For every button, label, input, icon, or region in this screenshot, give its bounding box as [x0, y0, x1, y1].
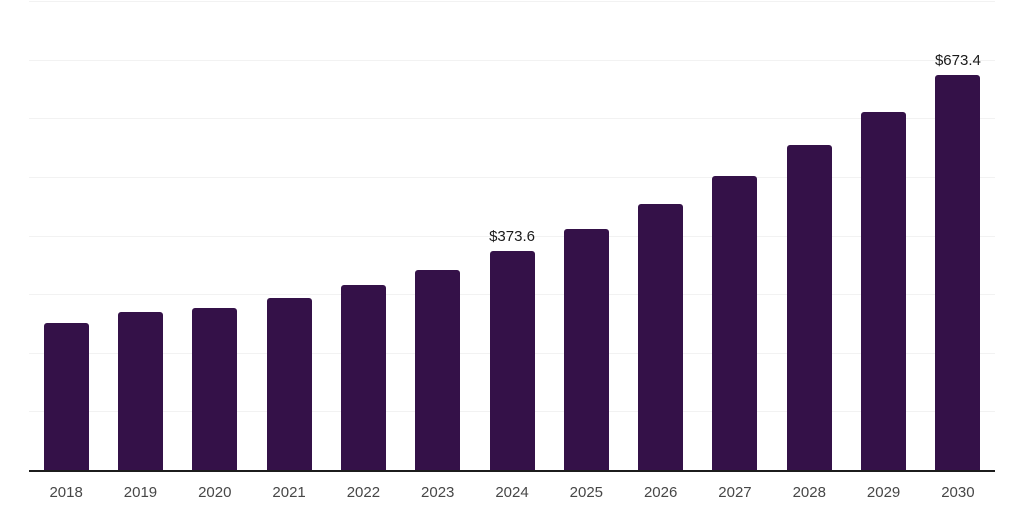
gridline-800	[29, 1, 995, 2]
bar-column-2024: $373.6	[475, 1, 549, 470]
bar-2029	[861, 112, 907, 470]
gridline-400	[29, 235, 995, 237]
x-axis-line	[29, 470, 995, 472]
x-tick-2024: 2024	[495, 484, 529, 501]
bar-column-2025	[549, 1, 623, 470]
bar-column-2030: $673.4	[921, 1, 995, 470]
x-tick-2026: 2026	[643, 484, 678, 501]
data-label-2024: $373.6	[489, 227, 535, 245]
x-tick-2025: 2025	[569, 484, 604, 501]
gridline-500	[29, 176, 995, 178]
x-tick-2021: 2021	[272, 484, 306, 501]
bar-column-2021	[252, 1, 326, 470]
bar-2018	[43, 322, 89, 470]
x-axis-labels: 2018 2019 2020 2021 2022 2023 2024 2025 2026 2027…	[29, 484, 995, 501]
plot-area: $373.6 $673.4	[29, 1, 995, 470]
x-tick-2019: 2019	[123, 484, 158, 501]
x-tick-2030: 2030	[941, 484, 975, 501]
bar-2020	[192, 308, 238, 470]
bar-2028	[786, 144, 832, 470]
bar-2027	[712, 175, 758, 470]
bar-column-2029	[846, 1, 920, 470]
bar-2030	[935, 75, 981, 470]
bar-column-2027	[698, 1, 772, 470]
x-tick-2020: 2020	[198, 484, 232, 501]
bar-2026	[638, 203, 684, 470]
bar-2024	[489, 250, 535, 470]
bar-2025	[563, 229, 609, 470]
x-tick-2018: 2018	[49, 484, 83, 501]
bar-2022	[340, 285, 386, 470]
bar-column-2028	[772, 1, 846, 470]
data-label-2030: $673.4	[934, 52, 981, 70]
bar-2021	[266, 297, 312, 470]
bar-column-2020	[178, 1, 252, 470]
bar-column-2019	[103, 1, 177, 470]
bar-column-2022	[326, 1, 400, 470]
gridline-700	[29, 59, 995, 61]
bar-series: $373.6 $673.4	[29, 1, 995, 470]
x-tick-2028: 2028	[792, 484, 826, 501]
bar-column-2023	[401, 1, 475, 470]
bar-column-2026	[624, 1, 698, 470]
x-tick-2029: 2029	[866, 484, 901, 501]
x-tick-2027: 2027	[718, 484, 752, 501]
bar-column-2018	[29, 1, 103, 470]
bar-2019	[117, 311, 163, 470]
x-tick-2023: 2023	[421, 484, 455, 501]
bar-2023	[415, 270, 461, 470]
x-tick-2022: 2022	[346, 484, 381, 501]
gridline-600	[29, 118, 995, 120]
